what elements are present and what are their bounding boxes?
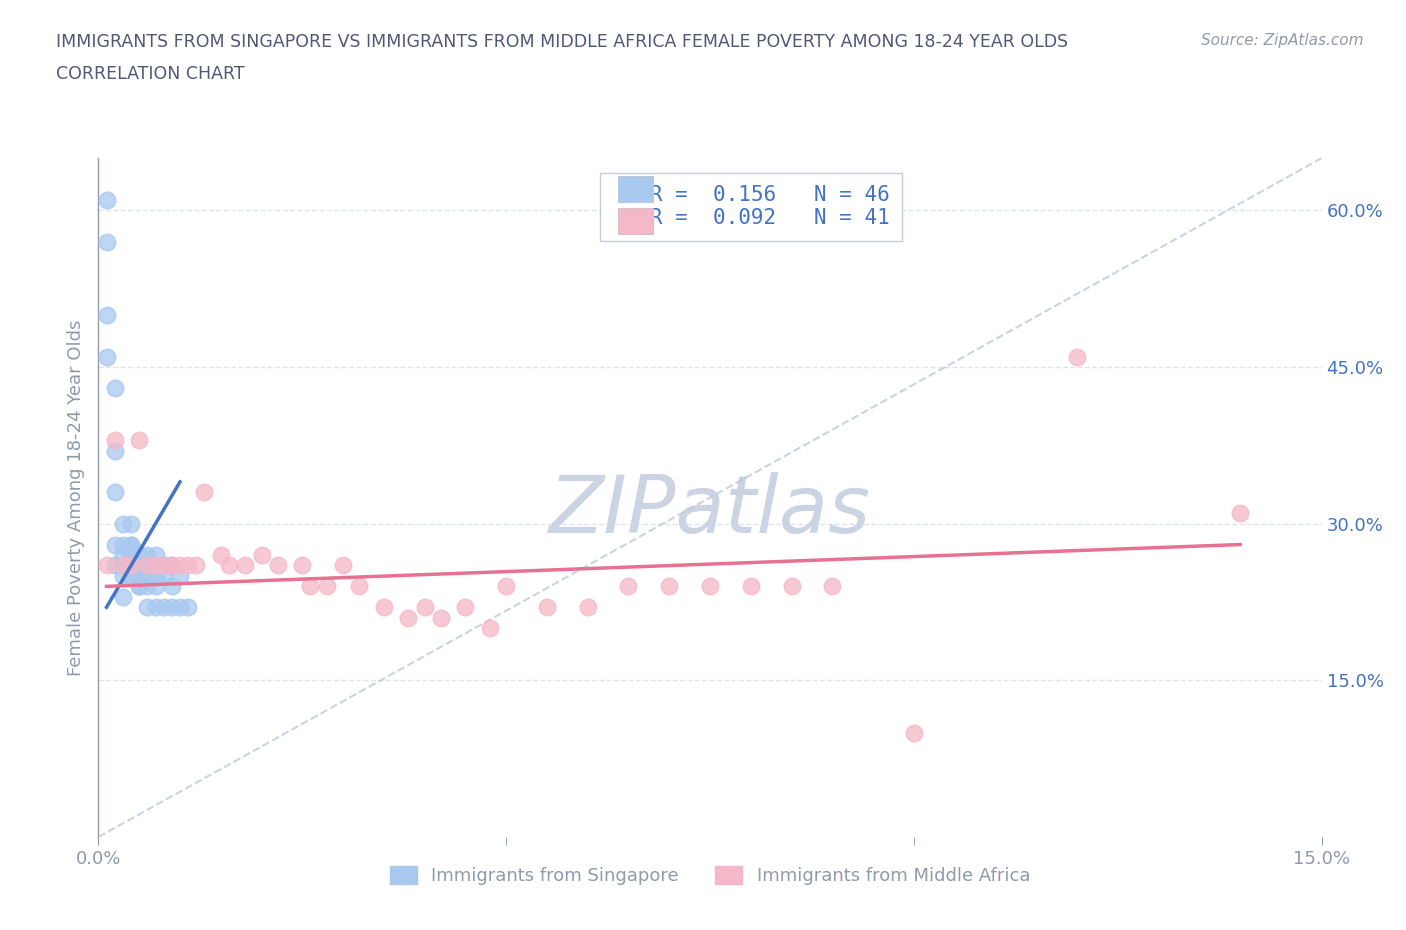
Point [145, 600, 167, 615]
Point [104, 443, 127, 458]
Point [478, 620, 501, 635]
Point [396, 610, 419, 625]
Point [160, 558, 183, 573]
Point [152, 600, 174, 615]
Point [128, 558, 150, 573]
Point [160, 600, 183, 615]
Point [332, 558, 354, 573]
Point [120, 568, 142, 583]
Point [104, 432, 127, 447]
Point [780, 578, 803, 593]
Point [136, 578, 159, 593]
Point [120, 538, 142, 552]
Point [495, 578, 517, 593]
Point [104, 538, 127, 552]
Point [128, 432, 150, 447]
Legend: Immigrants from Singapore, Immigrants from Middle Africa: Immigrants from Singapore, Immigrants fr… [382, 858, 1038, 893]
Point [250, 548, 273, 563]
Point [267, 558, 290, 573]
Point [104, 485, 127, 499]
Point [315, 578, 337, 593]
Point [1229, 506, 1251, 521]
Point [413, 600, 436, 615]
Point [658, 578, 681, 593]
Point [128, 558, 150, 573]
Point [233, 558, 256, 573]
Point [128, 548, 150, 563]
Point [128, 578, 150, 593]
Point [617, 578, 640, 593]
Point [128, 578, 150, 593]
Point [96, 307, 118, 322]
Point [169, 568, 191, 583]
Point [111, 590, 134, 604]
Point [111, 548, 134, 563]
Point [169, 558, 191, 573]
Point [821, 578, 844, 593]
Point [193, 485, 215, 499]
Point [120, 558, 142, 573]
Point [903, 725, 925, 740]
Point [177, 558, 200, 573]
FancyBboxPatch shape [619, 177, 652, 202]
Point [740, 578, 762, 593]
Point [145, 558, 167, 573]
Point [160, 578, 183, 593]
Point [1066, 349, 1088, 364]
Text: ZIPatlas: ZIPatlas [548, 472, 872, 551]
Point [152, 558, 174, 573]
Point [177, 600, 200, 615]
Point [120, 548, 142, 563]
Point [96, 349, 118, 364]
Point [120, 516, 142, 531]
Point [120, 558, 142, 573]
Point [96, 558, 118, 573]
Point [136, 558, 159, 573]
Point [136, 548, 159, 563]
Point [218, 558, 240, 573]
Point [454, 600, 477, 615]
Point [299, 578, 322, 593]
Point [430, 610, 453, 625]
Point [699, 578, 721, 593]
Point [291, 558, 314, 573]
Point [96, 193, 118, 207]
Point [104, 558, 127, 573]
Point [160, 558, 183, 573]
Point [576, 600, 599, 615]
Point [111, 538, 134, 552]
Point [145, 568, 167, 583]
Point [128, 568, 150, 583]
Y-axis label: Female Poverty Among 18-24 Year Olds: Female Poverty Among 18-24 Year Olds [66, 319, 84, 676]
Point [349, 578, 371, 593]
Point [104, 380, 127, 395]
Point [111, 558, 134, 573]
Point [96, 234, 118, 249]
Point [111, 558, 134, 573]
Text: CORRELATION CHART: CORRELATION CHART [56, 65, 245, 83]
Text: Source: ZipAtlas.com: Source: ZipAtlas.com [1201, 33, 1364, 47]
Point [145, 548, 167, 563]
Point [136, 600, 159, 615]
Point [136, 568, 159, 583]
FancyBboxPatch shape [619, 208, 652, 234]
Point [136, 558, 159, 573]
Point [209, 548, 232, 563]
Point [111, 568, 134, 583]
Text: IMMIGRANTS FROM SINGAPORE VS IMMIGRANTS FROM MIDDLE AFRICA FEMALE POVERTY AMONG : IMMIGRANTS FROM SINGAPORE VS IMMIGRANTS … [56, 33, 1069, 50]
Point [373, 600, 395, 615]
Point [536, 600, 558, 615]
Point [169, 600, 191, 615]
Point [186, 558, 208, 573]
Point [120, 538, 142, 552]
Point [111, 516, 134, 531]
Point [120, 558, 142, 573]
Text: R =  0.156   N = 46
   R =  0.092   N = 41: R = 0.156 N = 46 R = 0.092 N = 41 [612, 185, 890, 229]
Point [152, 558, 174, 573]
Point [152, 568, 174, 583]
Point [145, 578, 167, 593]
